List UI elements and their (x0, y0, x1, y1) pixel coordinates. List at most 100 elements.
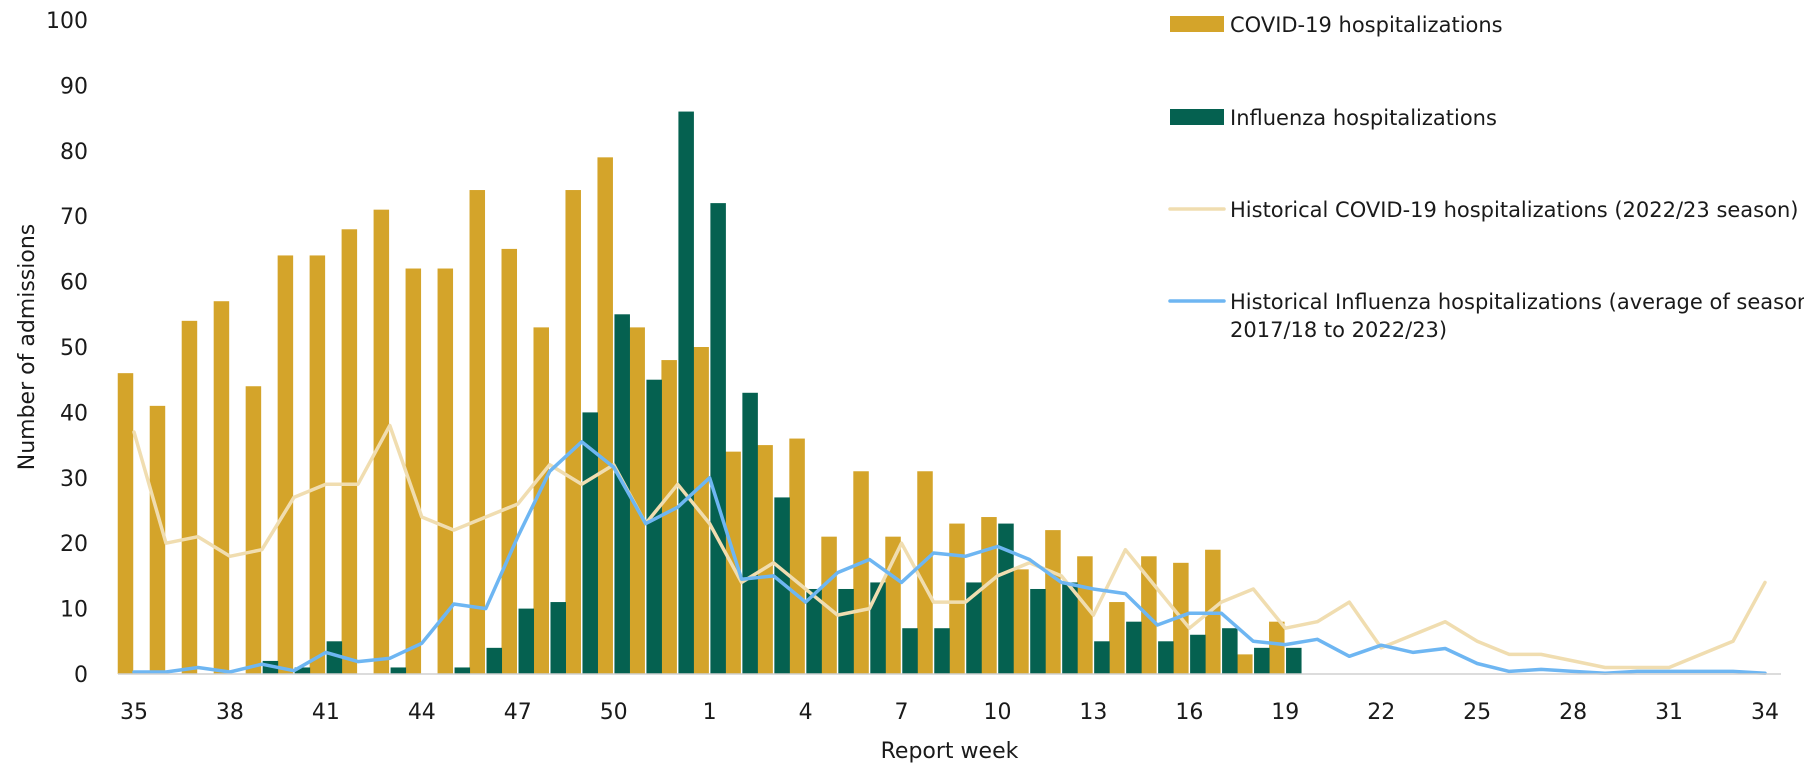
influenza-bar (678, 111, 694, 674)
influenza-bar (646, 379, 662, 674)
covid-bar (149, 405, 166, 674)
x-tick-label: 7 (895, 700, 909, 725)
lines-group (132, 423, 1767, 676)
legend-influenza: Influenza hospitalizations (1170, 106, 1497, 130)
x-tick-label: 10 (983, 700, 1011, 725)
influenza-bar (1062, 582, 1078, 674)
influenza-bar (294, 667, 311, 674)
y-tick-label: 10 (60, 598, 88, 623)
legend: COVID-19 hospitalizations Influenza hospi… (1168, 13, 1804, 342)
y-tick-label: 0 (74, 663, 88, 688)
influenza-bar (966, 582, 982, 674)
legend-label: COVID-19 hospitalizations (1230, 13, 1503, 37)
covid-bar (661, 360, 677, 674)
x-tick-label: 28 (1559, 700, 1587, 725)
covid-bar (437, 268, 454, 674)
legend-label: Historical COVID-19 hospitalizations (20… (1230, 198, 1798, 222)
covid-bar (309, 255, 326, 674)
x-tick-label: 47 (504, 700, 532, 725)
x-tick-label: 44 (408, 700, 436, 725)
influenza-bar (1286, 647, 1302, 674)
influenza-bar (1222, 628, 1238, 674)
legend-label-line1: Historical Influenza hospitalizations (a… (1230, 290, 1804, 314)
x-tick-label: 38 (216, 700, 244, 725)
covid-bar (1077, 556, 1093, 674)
covid-bar (469, 190, 486, 675)
covid-bar (1237, 654, 1253, 674)
x-tick-label: 19 (1271, 700, 1299, 725)
legend-historical-covid: Historical COVID-19 hospitalizations (20… (1168, 198, 1798, 222)
influenza-bar (838, 588, 854, 674)
x-tick-label: 25 (1463, 700, 1491, 725)
influenza-bar (774, 497, 790, 674)
y-axis-title: Number of admissions (15, 224, 40, 470)
covid-bar (1109, 602, 1125, 674)
influenza-bar (742, 392, 758, 674)
y-tick-label: 20 (60, 532, 88, 557)
influenza-bar (934, 628, 950, 674)
y-tick-label: 30 (60, 467, 88, 492)
y-tick-label: 80 (60, 140, 88, 165)
y-tick-label: 100 (46, 9, 88, 34)
influenza-bar (870, 582, 886, 674)
legend-swatch (1170, 109, 1224, 125)
influenza-bar (998, 523, 1014, 674)
x-tick-label: 34 (1751, 700, 1779, 725)
covid-bar (597, 157, 613, 675)
covid-bar (949, 523, 965, 674)
influenza-bar (486, 647, 503, 674)
covid-bar (533, 327, 549, 674)
y-tick-label: 70 (60, 205, 88, 230)
influenza-bar (902, 628, 918, 674)
x-axis-ticks: 35 38 41 44 47 50 1 4 7 10 13 16 19 22 25 28 31 34 (120, 700, 1779, 725)
influenza-bar (1030, 588, 1046, 674)
influenza-bar (806, 588, 822, 674)
y-tick-label: 60 (60, 271, 88, 296)
covid-bar (213, 301, 230, 674)
covid-bar (341, 229, 358, 674)
influenza-bar (614, 314, 630, 674)
influenza-bar (1126, 621, 1142, 674)
covid-bar (1013, 569, 1029, 674)
legend-swatch (1170, 16, 1224, 32)
historical-covid-line (132, 423, 1767, 670)
influenza-bar (454, 667, 471, 674)
x-tick-label: 16 (1175, 700, 1203, 725)
covid-bar (757, 445, 773, 674)
x-tick-label: 31 (1655, 700, 1683, 725)
influenza-bar (1158, 641, 1174, 674)
x-axis-title: Report week (881, 739, 1019, 763)
x-tick-label: 35 (120, 700, 148, 725)
covid-bar (725, 451, 741, 674)
bars-group (117, 111, 1302, 675)
covid-bar (981, 517, 997, 674)
x-tick-label: 50 (600, 700, 628, 725)
x-tick-label: 22 (1367, 700, 1395, 725)
influenza-bar (550, 602, 566, 674)
y-tick-label: 40 (60, 401, 88, 426)
covid-bar (117, 373, 134, 674)
y-tick-label: 90 (60, 74, 88, 99)
covid-bar (917, 471, 933, 674)
influenza-bar (1254, 647, 1270, 674)
influenza-bar (518, 608, 535, 674)
covid-bar (245, 386, 262, 674)
covid-bar (789, 438, 805, 674)
x-tick-label: 13 (1079, 700, 1107, 725)
legend-label-line2: 2017/18 to 2022/23) (1230, 318, 1447, 342)
influenza-bar (710, 203, 726, 674)
influenza-bar (326, 641, 343, 674)
covid-bar (821, 536, 837, 674)
influenza-bar (390, 667, 407, 674)
covid-bar (1045, 530, 1061, 674)
covid-bar (405, 268, 422, 674)
covid-bar (853, 471, 869, 674)
legend-label: Influenza hospitalizations (1230, 106, 1497, 130)
legend-historical-influenza: Historical Influenza hospitalizations (a… (1168, 290, 1804, 342)
x-tick-label: 4 (799, 700, 813, 725)
y-tick-label: 50 (60, 336, 88, 361)
legend-covid: COVID-19 hospitalizations (1170, 13, 1503, 37)
influenza-bar (1094, 641, 1110, 674)
covid-bar (181, 320, 198, 674)
